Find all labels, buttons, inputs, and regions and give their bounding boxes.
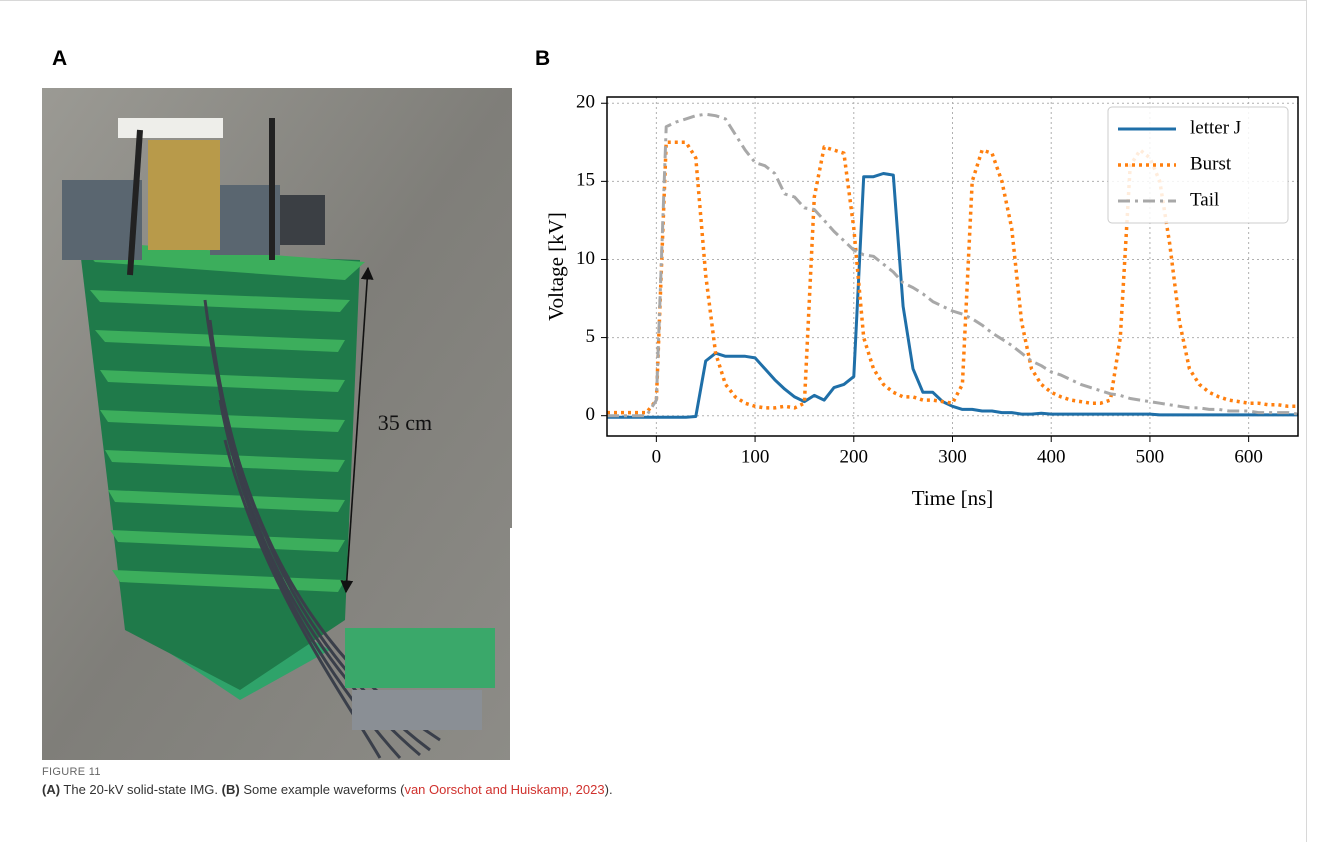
data-line bbox=[607, 140, 1298, 415]
x-axis-label: Time [ns] bbox=[912, 486, 994, 510]
legend: letter J Burst Tail bbox=[1107, 106, 1289, 224]
x-tick-label: 300 bbox=[938, 446, 967, 467]
reference-link[interactable]: van Oorschot and Huiskamp, 2023 bbox=[404, 782, 605, 797]
y-tick-label: 0 bbox=[586, 404, 596, 425]
caption-part: The 20-kV solid-state IMG. bbox=[60, 782, 222, 797]
caption-part: ). bbox=[604, 782, 613, 797]
legend-box bbox=[1107, 106, 1289, 224]
y-axis-label: Voltage [kV] bbox=[544, 212, 568, 321]
data-line bbox=[607, 172, 1298, 419]
dimension-label: 35 cm bbox=[378, 410, 432, 435]
x-tick-label: 200 bbox=[840, 446, 869, 467]
x-tick-label: 100 bbox=[741, 446, 770, 467]
x-tick-label: 600 bbox=[1234, 446, 1263, 467]
figure: A B bbox=[42, 47, 1299, 760]
y-tick-label: 10 bbox=[576, 248, 595, 269]
legend-label: letter J bbox=[1190, 117, 1241, 138]
panel-label: B bbox=[535, 47, 550, 70]
x-tick-label: 500 bbox=[1136, 446, 1165, 467]
caption-part: Some example waveforms ( bbox=[239, 782, 405, 797]
caption-label: (A) bbox=[42, 782, 61, 797]
photo: 35 cm bbox=[42, 88, 514, 760]
panel-label: A bbox=[52, 47, 67, 70]
y-tick-label: 15 bbox=[576, 170, 595, 191]
plot-frame bbox=[606, 96, 1299, 437]
caption: FIGURE 11 (A) The 20-kV solid-state IMG.… bbox=[42, 764, 613, 798]
legend-label: Burst bbox=[1190, 153, 1232, 174]
data-line bbox=[607, 112, 1298, 418]
caption-text: (A) The 20-kV solid-state IMG. (B) Some … bbox=[42, 781, 613, 798]
line-chart: 0 100 200 300 400 500 600 0 5 10 15 20 Time [ns] Volt… bbox=[544, 92, 1299, 510]
legend-label: Tail bbox=[1190, 189, 1219, 210]
figure-number: FIGURE 11 bbox=[42, 766, 101, 778]
caption-label: (B) bbox=[221, 782, 240, 797]
x-tick-label: 0 bbox=[652, 446, 662, 467]
y-tick-label: 20 bbox=[576, 92, 595, 113]
x-tick-label: 400 bbox=[1037, 446, 1066, 467]
y-tick-label: 5 bbox=[586, 326, 596, 347]
